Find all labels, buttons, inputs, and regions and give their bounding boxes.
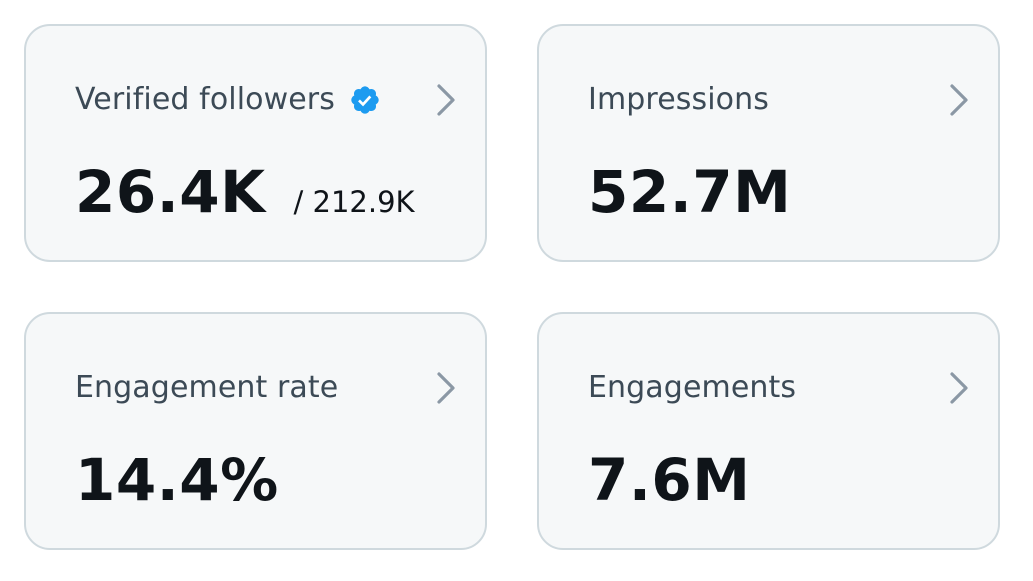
verified-followers-value: 26.4K [75, 158, 266, 226]
chevron-right-icon [950, 84, 968, 116]
chevron-right-icon [950, 372, 968, 404]
engagements-label: Engagements [588, 370, 797, 405]
verified-followers-label: Verified followers [75, 82, 335, 117]
engagements-card[interactable]: Engagements 7.6M [537, 312, 1000, 550]
value-row: 14.4% [75, 446, 279, 514]
verified-followers-card[interactable]: Verified followers 26.4K / 212.9K [24, 24, 487, 262]
card-label-row: Engagement rate [75, 368, 338, 408]
value-row: 26.4K / 212.9K [75, 158, 415, 226]
card-label-row: Impressions [588, 80, 769, 120]
impressions-label: Impressions [588, 82, 769, 117]
engagements-value: 7.6M [588, 446, 751, 514]
chevron-right-icon [437, 84, 455, 116]
card-label-row: Engagements [588, 368, 796, 408]
engagement-rate-card[interactable]: Engagement rate 14.4% [24, 312, 487, 550]
chevron-right-icon [437, 372, 455, 404]
engagement-rate-label: Engagement rate [75, 370, 339, 405]
card-label-row: Verified followers [75, 80, 381, 120]
impressions-value: 52.7M [588, 158, 792, 226]
value-row: 7.6M [588, 446, 750, 514]
engagement-rate-value: 14.4% [75, 446, 279, 514]
verified-badge-icon [351, 86, 379, 114]
value-row: 52.7M [588, 158, 791, 226]
impressions-card[interactable]: Impressions 52.7M [537, 24, 1000, 262]
total-followers-value: / 212.9K [293, 185, 415, 219]
